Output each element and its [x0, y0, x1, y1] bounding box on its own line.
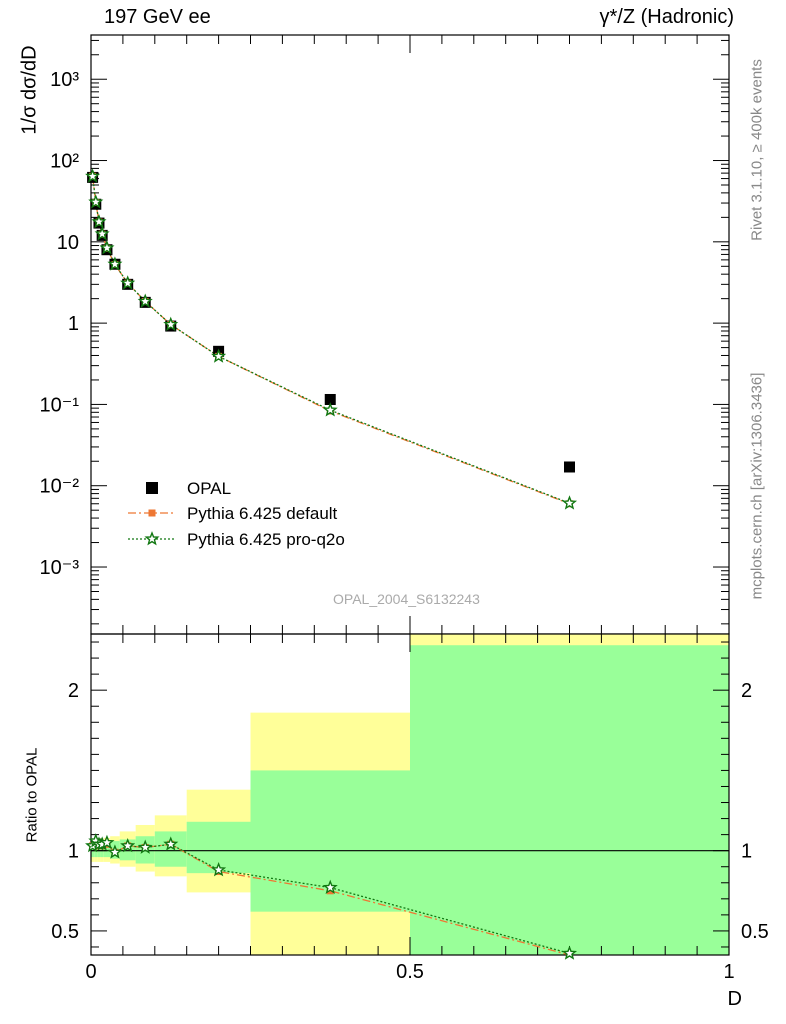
pythia-proq2o-point — [99, 240, 115, 255]
legend-entry-label: Pythia 6.425 pro-q2o — [187, 530, 345, 549]
legend-pythia-proq2o-marker — [144, 531, 160, 546]
main-y-tick-label: 10 — [57, 232, 79, 254]
ratio-y-tick-label-right: 0.5 — [741, 921, 769, 943]
legend-pythia-default-marker — [148, 509, 156, 517]
pythia-proq2o-point — [94, 226, 110, 241]
ratio-pythia-proq2o-point — [107, 844, 123, 859]
ratio-y-tick-label: 1 — [68, 841, 79, 863]
header-right-label: γ*/Z (Hadronic) — [599, 6, 734, 28]
legend-opal-marker — [146, 482, 158, 494]
pythia-proq2o-point — [163, 316, 179, 331]
ratio-band-inner-2 — [97, 842, 101, 858]
main-y-tick-label: 10⁻² — [40, 476, 80, 498]
ratio-pythia-proq2o-point — [99, 834, 115, 850]
ratio-pythia-proq2o-point — [120, 837, 136, 853]
ratio-pythia-proq2o-point — [322, 879, 338, 894]
pythia-proq2o-point — [211, 348, 227, 363]
main-y-tick-label: 10² — [50, 151, 79, 173]
main-series-line-pythia-default — [91, 176, 570, 505]
ratio-x-tick-label: 0.5 — [396, 961, 424, 983]
ratio-pythia-proq2o-point — [137, 839, 153, 854]
pythia-proq2o-point — [88, 194, 104, 209]
ratio-y-tick-label: 2 — [68, 680, 79, 702]
x-axis-label: D — [727, 988, 742, 1010]
legend-entry-label: OPAL — [187, 479, 231, 498]
ratio-series-line-pythia-default — [92, 841, 570, 956]
pythia-proq2o-point — [107, 256, 123, 271]
pythia-proq2o-point — [561, 495, 578, 510]
ratio-x-tick-label: 1 — [723, 961, 734, 983]
ratio-pythia-proq2o-point — [211, 862, 227, 877]
analysis-watermark: OPAL_2004_S6132243 — [333, 591, 480, 607]
ratio-band-inner-4 — [103, 842, 111, 858]
main-y-tick-label: 10³ — [50, 69, 79, 91]
main-y-tick-label: 10⁻³ — [40, 557, 80, 579]
legend-entry-label: Pythia 6.425 default — [187, 504, 338, 523]
ratio-y-tick-label: 0.5 — [51, 921, 79, 943]
main-series-line-pythia-proq2o — [91, 176, 570, 504]
header-left-label: 197 GeV ee — [104, 6, 211, 28]
ratio-band-inner-3 — [100, 842, 104, 858]
ratio-band-inner-11 — [410, 645, 729, 955]
pythia-proq2o-point — [91, 213, 107, 229]
opal-data-point — [564, 461, 575, 473]
pythia-proq2o-point — [322, 402, 338, 417]
main-plot-panel: 10⁻³ 10⁻² 10⁻¹ 1 10 10² 10³ — [40, 34, 730, 635]
legend: OPAL Pythia 6.425 default Pythia 6.425 pro… — [128, 479, 345, 549]
opal-data-point — [324, 393, 336, 405]
main-y-tick-label: 10⁻¹ — [40, 394, 80, 416]
ratio-pythia-proq2o-point — [163, 836, 179, 851]
ratio-x-tick-label: 0 — [85, 961, 96, 983]
ratio-y-tick-label-right: 1 — [741, 841, 752, 863]
pythia-proq2o-point — [120, 275, 136, 290]
pythia-proq2o-point — [85, 168, 101, 183]
ratio-pythia-proq2o-point — [561, 945, 578, 960]
pythia-proq2o-point — [137, 293, 153, 308]
ratio-plot-panel: 0 0.5 1 0.5 0.5 1 1 2 2 — [51, 633, 769, 983]
main-y-tick-label: 1 — [68, 313, 79, 335]
ratio-y-tick-label-right: 2 — [741, 680, 752, 702]
